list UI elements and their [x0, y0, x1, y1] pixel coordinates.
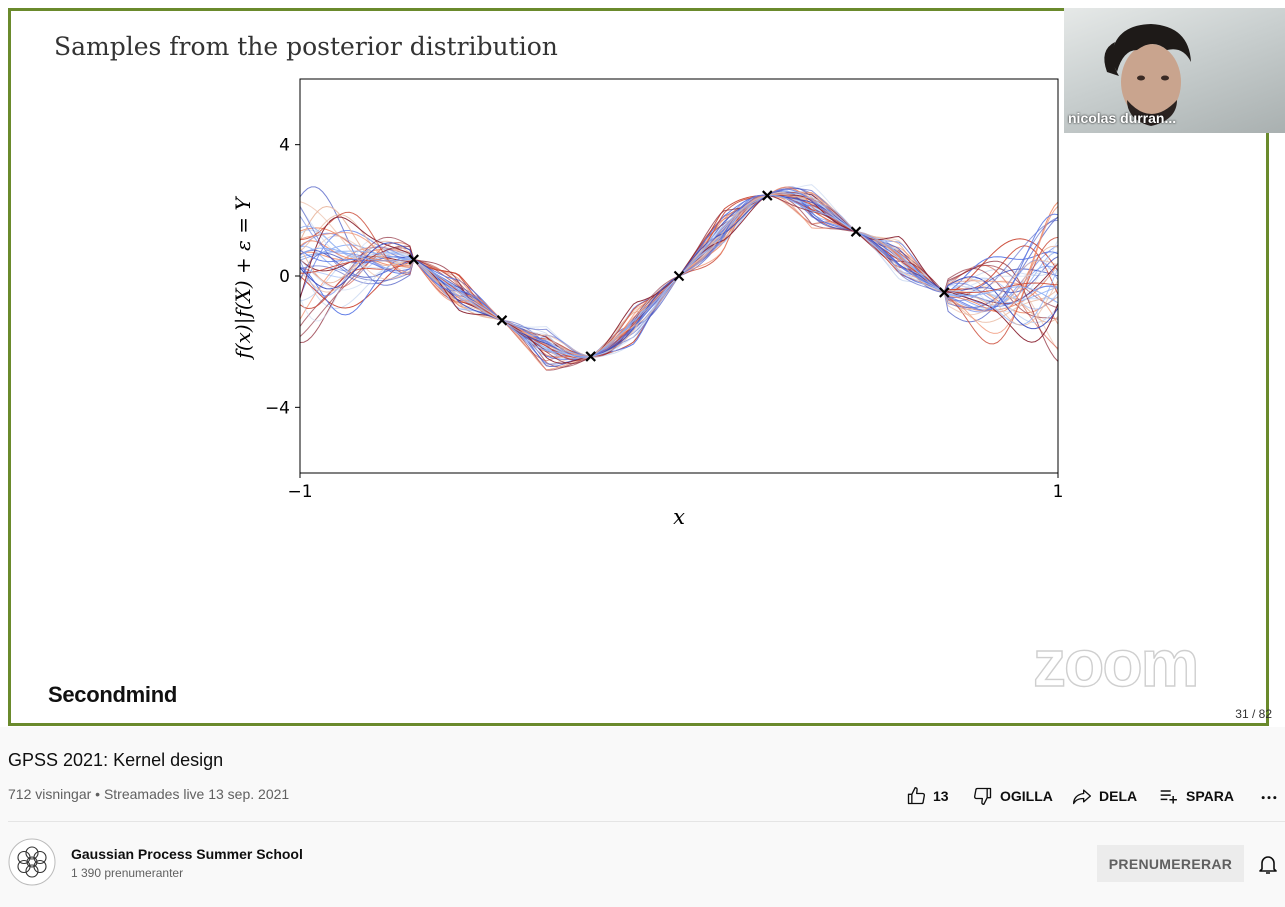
video-player[interactable]: Samples from the posterior distribution …: [0, 0, 1285, 727]
y-tick-label: −4: [265, 398, 290, 418]
observation-point: [496, 315, 508, 326]
sample-curve: [299, 184, 1059, 357]
divider: [8, 821, 1285, 822]
more-horizontal-icon: [1261, 796, 1277, 800]
axis-ticks: −1 1 −4 0 4: [265, 136, 1063, 502]
more-button[interactable]: [1258, 786, 1280, 806]
thumbs-up-icon: [907, 787, 925, 805]
sample-curve: [299, 186, 1059, 360]
sample-curve: [299, 191, 1059, 357]
video-title: GPSS 2021: Kernel design: [8, 750, 224, 770]
share-label: DELA: [1099, 788, 1138, 804]
slide-frame: [8, 8, 1269, 726]
y-tick-label: 4: [279, 136, 290, 156]
y-axis-label: f(x)|f(X) + ε = Y: [231, 196, 256, 361]
sample-curve: [299, 188, 1059, 357]
subscriber-count: 1 390 prenumeranter: [71, 866, 184, 880]
sample-curve: [299, 186, 1059, 357]
webcam-participant-name: nicolas durran...: [1068, 110, 1177, 126]
save-button[interactable]: SPARA: [1158, 786, 1234, 806]
x-tick-label: 1: [1053, 482, 1064, 502]
observation-point: [408, 254, 419, 265]
playlist-add-icon: [1160, 790, 1177, 804]
observation-point: [850, 226, 862, 237]
sample-curve: [299, 194, 1059, 371]
slide-title: Samples from the posterior distribution: [54, 32, 558, 61]
sample-curve: [299, 195, 1059, 365]
sample-curve: [299, 186, 1059, 358]
x-axis-label: x: [673, 505, 685, 529]
x-tick-label: −1: [287, 482, 312, 502]
like-count: 13: [933, 788, 949, 804]
sample-curve: [299, 188, 1059, 357]
zoom-watermark: zoom: [1032, 626, 1200, 700]
thumbs-down-icon: [974, 787, 992, 805]
dislike-button[interactable]: OGILLA: [972, 786, 1053, 806]
save-label: SPARA: [1186, 788, 1234, 804]
observation-point: [673, 270, 685, 282]
sample-curve: [299, 195, 1059, 366]
dislike-label: OGILLA: [1000, 788, 1053, 804]
sample-curve: [299, 194, 1059, 371]
presenter-face-icon: [1104, 24, 1191, 126]
sample-curve: [299, 194, 1059, 368]
y-tick-label: 0: [279, 267, 290, 287]
sample-curve: [299, 194, 1059, 365]
observation-point: [585, 351, 596, 362]
posterior-chart: −1 1 −4 0 4 x f(x)|f(X) + ε = Y: [231, 78, 1063, 529]
channel-name[interactable]: Gaussian Process Summer School: [71, 846, 303, 862]
sample-curve: [299, 195, 1059, 362]
secondmind-logo: Secondmind: [48, 682, 178, 707]
bell-icon[interactable]: [1256, 852, 1280, 876]
share-button[interactable]: DELA: [1071, 786, 1137, 806]
channel-avatar[interactable]: [8, 838, 56, 886]
sample-curve: [299, 190, 1059, 368]
sample-curve: [299, 188, 1059, 358]
observation-points: [408, 190, 950, 362]
slide-page-counter: 31 / 82: [1235, 707, 1272, 721]
observation-point: [762, 190, 773, 201]
subscribe-button[interactable]: PRENUMERERAR: [1097, 845, 1244, 882]
observation-point: [939, 287, 950, 298]
like-button[interactable]: 13: [905, 786, 949, 806]
sample-curve: [299, 191, 1059, 358]
sample-curve: [299, 191, 1059, 357]
share-icon: [1073, 789, 1091, 805]
video-meta: 712 visningar • Streamades live 13 sep. …: [8, 786, 290, 802]
sample-curve: [299, 194, 1059, 364]
